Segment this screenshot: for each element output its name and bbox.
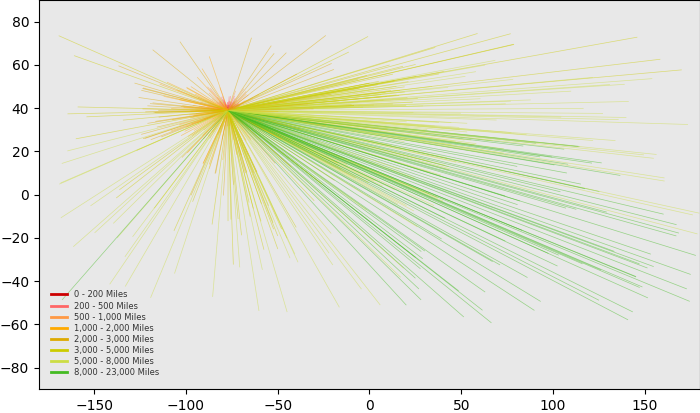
Legend: 0 - 200 Miles, 200 - 500 Miles, 500 - 1,000 Miles, 1,000 - 2,000 Miles, 2,000 - : 0 - 200 Miles, 200 - 500 Miles, 500 - 1,… — [46, 286, 163, 381]
